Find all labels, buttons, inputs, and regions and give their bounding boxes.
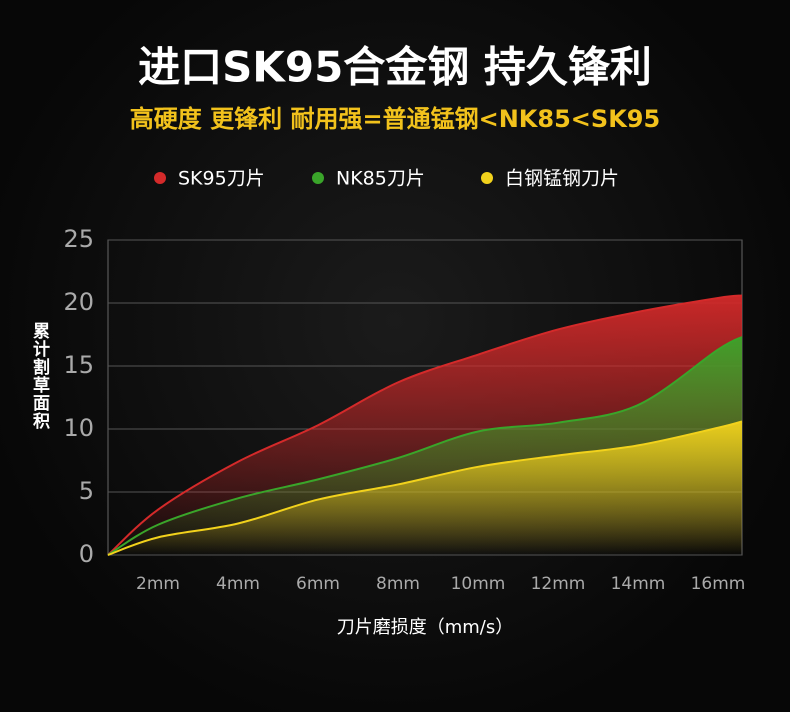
chart-title: 进口SK95合金钢 持久锋利: [138, 43, 652, 92]
area-fill: [108, 421, 742, 555]
x-tick-label: 10mm: [451, 574, 506, 594]
y-tick-label: 25: [63, 225, 94, 253]
x-tick-label: 8mm: [376, 574, 420, 594]
series-line: [107, 420, 743, 556]
x-tick-label: 14mm: [611, 574, 666, 594]
y-tick-label: 20: [63, 288, 94, 316]
legend-label: NK85刀片: [336, 168, 425, 190]
series-line: [107, 294, 743, 556]
x-tick-label: 6mm: [296, 574, 340, 594]
x-tick-label: 16mm: [691, 574, 746, 594]
legend-marker: [154, 172, 166, 184]
y-tick-label: 15: [63, 351, 94, 379]
legend-marker: [312, 172, 324, 184]
x-tick-label: 4mm: [216, 574, 260, 594]
y-axis-label: 累计割草面积: [29, 322, 49, 430]
x-axis-label: 刀片磨损度（mm/s）: [337, 617, 514, 638]
x-tick-label: 2mm: [136, 574, 180, 594]
chart-subtitle: 高硬度 更锋利 耐用强=普通锰钢<NK85<SK95: [130, 105, 660, 133]
x-tick-label: 12mm: [531, 574, 586, 594]
y-tick-label: 0: [79, 540, 94, 568]
series-line: [107, 336, 743, 556]
legend-marker: [481, 172, 493, 184]
legend-label: SK95刀片: [178, 168, 265, 190]
legend-label: 白钢锰钢刀片: [505, 168, 619, 190]
y-tick-label: 10: [63, 414, 94, 442]
y-tick-label: 5: [79, 477, 94, 505]
